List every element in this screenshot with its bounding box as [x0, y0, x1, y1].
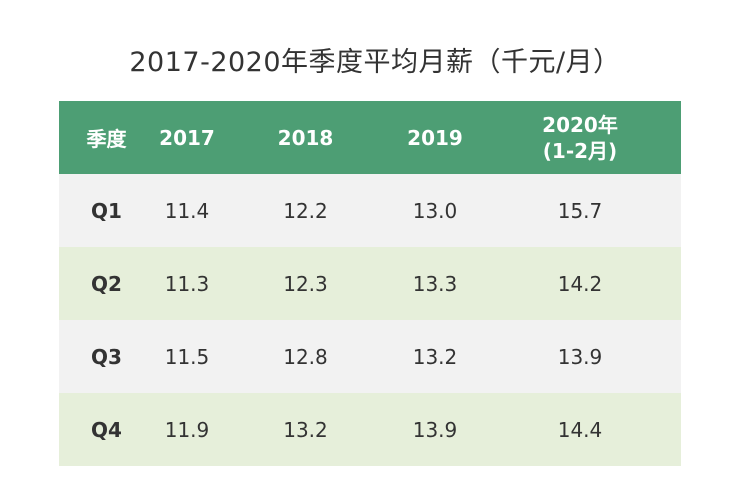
salary-table: 季度 2017 2018 2019 2020年 (1-2月) Q1 11.4 12.…: [59, 101, 681, 466]
header-quarter: 季度: [86, 127, 127, 151]
value-2018: 12.3: [283, 271, 328, 296]
header-2020: 2020年 (1-2月): [479, 112, 681, 164]
row-label: Q4: [91, 417, 122, 442]
chart-title: 2017-2020年季度平均月薪（千元/月）: [129, 47, 621, 78]
row-label: Q2: [91, 271, 122, 296]
header-2020-line2: (1-2月): [542, 138, 618, 163]
table-row: Q3 11.5 12.8 13.2 13.9: [59, 320, 681, 393]
value-2017: 11.5: [164, 344, 210, 369]
header-2018: 2018: [277, 125, 334, 150]
value-2018: 12.8: [283, 344, 328, 369]
table-body: Q1 11.4 12.2 13.0 15.7 Q2 11.3 12.3 13.3 14.2 Q3 11…: [59, 174, 681, 466]
value-2018: 13.2: [283, 417, 328, 442]
table-header: 季度 2017 2018 2019 2020年 (1-2月): [59, 101, 681, 174]
table-row: Q4 11.9 13.2 13.9 14.4: [59, 393, 681, 466]
value-2019: 13.0: [412, 198, 458, 223]
row-label: Q3: [91, 344, 122, 369]
value-2020: 15.7: [557, 198, 603, 223]
value-2019: 13.2: [412, 344, 458, 369]
value-2019: 13.3: [412, 271, 458, 296]
header-2019: 2019: [407, 125, 463, 150]
value-2019: 13.9: [412, 417, 458, 442]
header-2020-line1: 2020年: [542, 112, 618, 137]
value-2017: 11.4: [164, 198, 210, 223]
table-row: Q2 11.3 12.3 13.3 14.2: [59, 247, 681, 320]
value-2020: 14.2: [557, 271, 603, 296]
row-label: Q1: [91, 198, 122, 223]
value-2017: 11.9: [164, 417, 210, 442]
table-row: Q1 11.4 12.2 13.0 15.7: [59, 174, 681, 247]
value-2018: 12.2: [283, 198, 328, 223]
value-2020: 13.9: [557, 344, 603, 369]
value-2017: 11.3: [164, 271, 210, 296]
value-2020: 14.4: [557, 417, 603, 442]
header-2017: 2017: [159, 125, 215, 150]
